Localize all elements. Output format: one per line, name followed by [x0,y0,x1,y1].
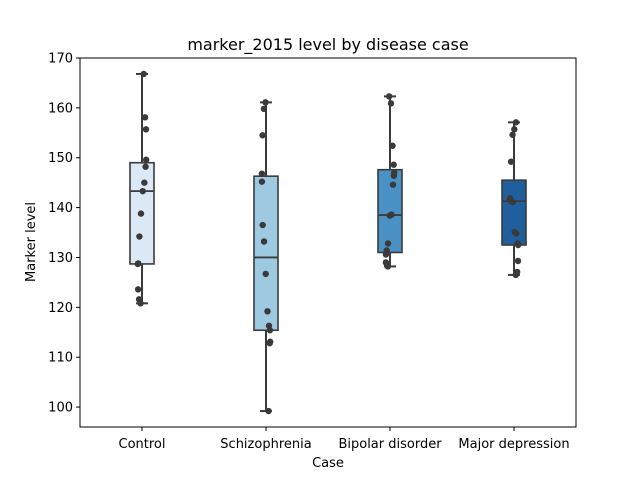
x-tick-label: Control [119,437,166,452]
data-point [136,233,143,240]
data-point [141,179,148,186]
data-point [386,212,393,219]
y-tick-label: 170 [48,52,73,67]
data-point [265,407,272,415]
y-tick-label: 100 [48,401,73,416]
data-point [389,142,396,149]
box-group [253,101,279,413]
data-point [386,93,393,100]
data-point [514,241,522,249]
data-point [142,163,149,170]
data-point [384,263,392,270]
data-point [266,327,274,334]
point-layer [134,70,522,415]
y-tick-label: 160 [48,101,73,116]
data-point [266,340,273,347]
data-point [514,257,522,265]
data-point [134,260,142,268]
chart-title: marker_2015 level by disease case [187,35,468,55]
data-point [142,126,150,133]
data-point [384,240,392,247]
data-point [264,308,271,315]
data-point [260,238,268,245]
data-point [258,178,266,185]
data-point [260,105,268,113]
box [253,175,279,332]
data-point [142,156,150,163]
y-tick-label: 130 [48,251,73,266]
x-axis-label: Case [312,456,344,471]
data-point [141,114,149,121]
data-point [134,286,142,293]
data-point [258,170,266,177]
plot-frame [79,57,577,428]
x-tick-label: Bipolar disorder [338,437,442,452]
data-point [509,131,516,138]
data-point [262,270,269,278]
data-point [259,132,266,139]
plot-area [80,58,576,427]
data-point [137,300,144,307]
data-point [382,251,390,258]
data-point [511,126,518,133]
y-axis: 100 110 120 130 140 150 160 170 [48,52,80,416]
data-point [390,172,398,179]
data-point [387,100,395,107]
data-point [389,181,397,188]
y-tick-label: 140 [48,201,73,216]
box-layer [129,72,527,413]
data-point [509,198,517,206]
x-tick-label: Major depression [458,437,569,452]
y-axis-label: Marker level [24,202,39,282]
x-tick-label: Schizophrenia [220,437,311,452]
data-point [390,161,397,168]
x-axis: Control Schizophrenia Bipolar disorder Majo… [119,427,570,452]
y-tick-label: 120 [48,301,73,316]
data-point [512,271,519,279]
data-point [262,99,269,106]
data-point [137,210,145,217]
box [377,168,403,254]
data-point [513,230,520,237]
y-tick-label: 110 [48,351,73,366]
data-point [507,158,515,165]
data-point [259,221,266,229]
y-tick-label: 150 [48,151,73,166]
data-point [139,187,146,195]
data-point [140,70,147,78]
data-point [512,119,520,126]
box-group [377,95,403,268]
